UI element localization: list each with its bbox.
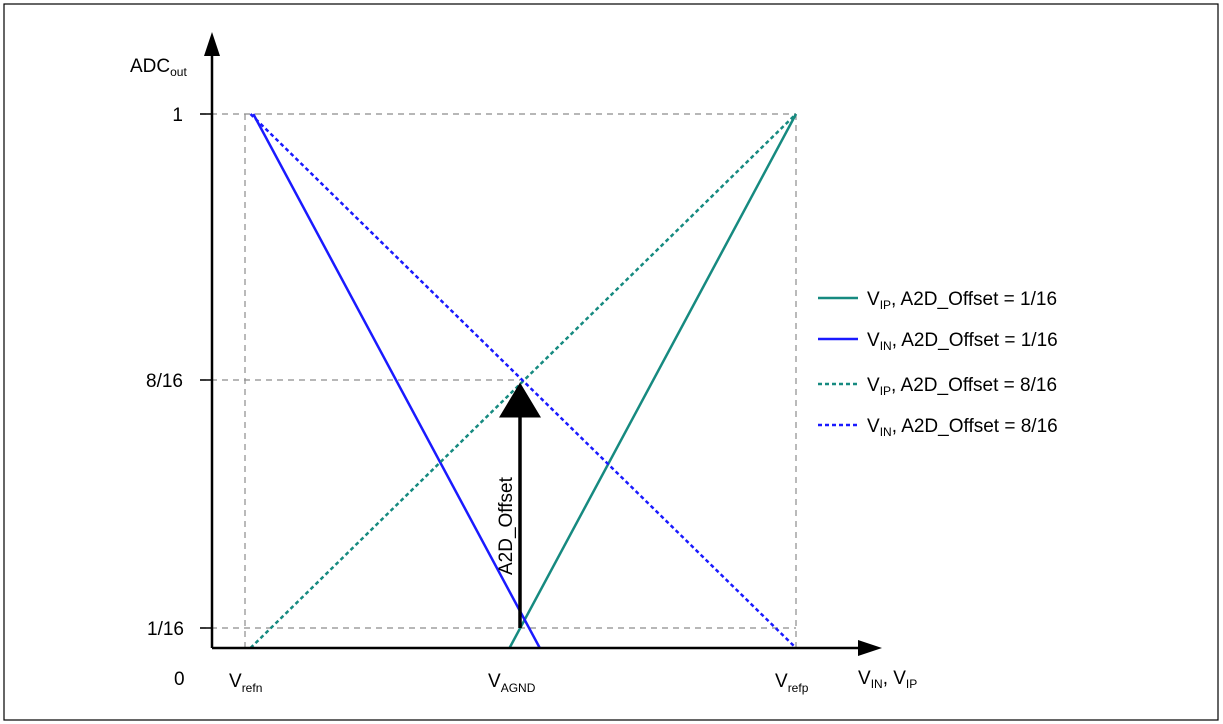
- x-tick-refn: Vrefn: [229, 671, 262, 695]
- origin-label: 0: [174, 669, 185, 690]
- legend-item-vip-1-16: VIP, A2D_Offset = 1/16: [818, 289, 1057, 312]
- y-tick-label-1: 1: [172, 105, 183, 126]
- x-tick-refp-sub: refp: [788, 681, 809, 695]
- x-tick-agnd: VAGND: [488, 671, 536, 695]
- y-tick-label-8-16: 8/16: [146, 371, 183, 392]
- x-tick-agnd-sub: AGND: [501, 681, 536, 695]
- offset-arrow-label: A2D_Offset: [496, 476, 517, 575]
- legend-item-vin-8-16: VIN, A2D_Offset = 8/16: [818, 416, 1058, 439]
- x-tick-agnd-main: V: [488, 671, 501, 692]
- legend-label-vin-1-16: VIN, A2D_Offset = 1/16: [867, 330, 1058, 353]
- x-axis-label-s1: IN: [871, 677, 883, 691]
- axes: [200, 32, 882, 656]
- guide-lines: [200, 113, 797, 648]
- series-line-4: [249, 113, 797, 649]
- y-tick-label-1-16: 1/16: [147, 619, 184, 640]
- series-line-2: [252, 113, 541, 649]
- x-tick-refn-sub: refn: [242, 681, 263, 695]
- series-line-1: [508, 113, 798, 649]
- legend: VIP, A2D_Offset = 1/16 VIN, A2D_Offset =…: [818, 289, 1058, 439]
- x-axis-arrowhead: [858, 640, 882, 656]
- x-axis-label-sep: , V: [883, 668, 907, 689]
- x-tick-refn-main: V: [229, 671, 242, 692]
- x-axis-label: VIN, VIP: [858, 668, 917, 691]
- y-axis-label-main: ADC: [130, 56, 170, 77]
- x-tick-refp-main: V: [775, 671, 788, 692]
- x-tick-refp: Vrefp: [775, 671, 809, 695]
- x-axis-label-v1: V: [858, 668, 871, 689]
- y-axis-arrowhead: [204, 32, 220, 56]
- x-axis-label-s2: IP: [906, 677, 917, 691]
- y-axis-label: ADCout: [130, 56, 187, 79]
- y-axis-label-sub: out: [170, 65, 187, 79]
- legend-item-vin-1-16: VIN, A2D_Offset = 1/16: [818, 330, 1058, 353]
- series-layer: [249, 113, 798, 649]
- chart-frame: [3, 3, 1219, 721]
- legend-label-vip-1-16: VIP, A2D_Offset = 1/16: [867, 289, 1057, 312]
- legend-item-vip-8-16: VIP, A2D_Offset = 8/16: [818, 375, 1057, 398]
- legend-label-vin-8-16: VIN, A2D_Offset = 8/16: [867, 416, 1058, 439]
- legend-label-vip-8-16: VIP, A2D_Offset = 8/16: [867, 375, 1057, 398]
